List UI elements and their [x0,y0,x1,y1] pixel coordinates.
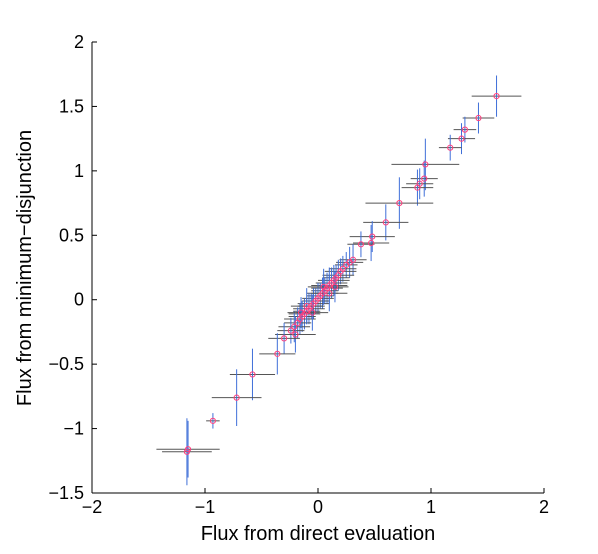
y-tick-label-5: 1 [74,161,84,181]
data-point-37 [294,319,301,327]
data-point-10 [382,219,389,226]
y-tick-label-7: 2 [74,32,84,52]
y-tick-label-0: −1.5 [48,483,84,503]
data-point-47 [183,448,191,455]
data-point-48 [326,290,333,297]
data-point-41 [281,335,288,342]
x-tick-label-4: 2 [539,497,549,517]
data-point-16 [343,261,350,269]
data-point-49 [320,283,327,290]
x-tick-label-2: 0 [313,497,323,517]
data-point-6 [421,175,428,182]
data-point-52 [331,283,339,290]
data-point-53 [297,309,305,316]
data-point-3 [458,135,465,142]
data-point-39 [287,327,294,334]
error-bars-layer [156,75,522,486]
x-tick-label-3: 1 [426,497,436,517]
data-point-51 [303,303,310,310]
x-tick-label-1: −1 [195,497,216,517]
data-point-9 [396,199,403,207]
data-point-0 [493,93,500,100]
data-point-40 [292,331,299,338]
y-tick-label-2: −0.5 [48,354,84,374]
data-point-43 [249,371,256,378]
x-tick-label-0: −2 [82,497,103,517]
axes [91,42,544,494]
data-point-5 [422,161,429,168]
data-point-12 [368,239,375,247]
data-point-42 [274,350,281,357]
data-point-2 [461,126,468,133]
data-point-1 [475,114,482,122]
x-axis-title: Flux from direct evaluation [201,523,436,545]
y-tick-label-3: 0 [74,290,84,310]
data-points-layer [183,93,500,455]
y-tick-label-1: −1 [63,419,84,439]
ticks-layer [91,41,545,494]
data-point-45 [209,417,217,424]
data-point-50 [309,309,316,316]
data-point-13 [357,241,365,248]
data-point-44 [233,394,240,401]
data-point-8 [414,184,421,191]
data-point-11 [369,233,376,240]
y-axis-title: Flux from minimum−disjunction [14,130,36,406]
data-point-4 [447,144,454,151]
tick-labels-layer: −2 −1 0 1 2 −1.5 −1 −0.5 0 0.5 1 1.5 2 [48,32,549,517]
data-point-38 [291,323,298,330]
y-tick-label-6: 1.5 [59,96,84,116]
y-tick-label-4: 0.5 [59,225,84,245]
